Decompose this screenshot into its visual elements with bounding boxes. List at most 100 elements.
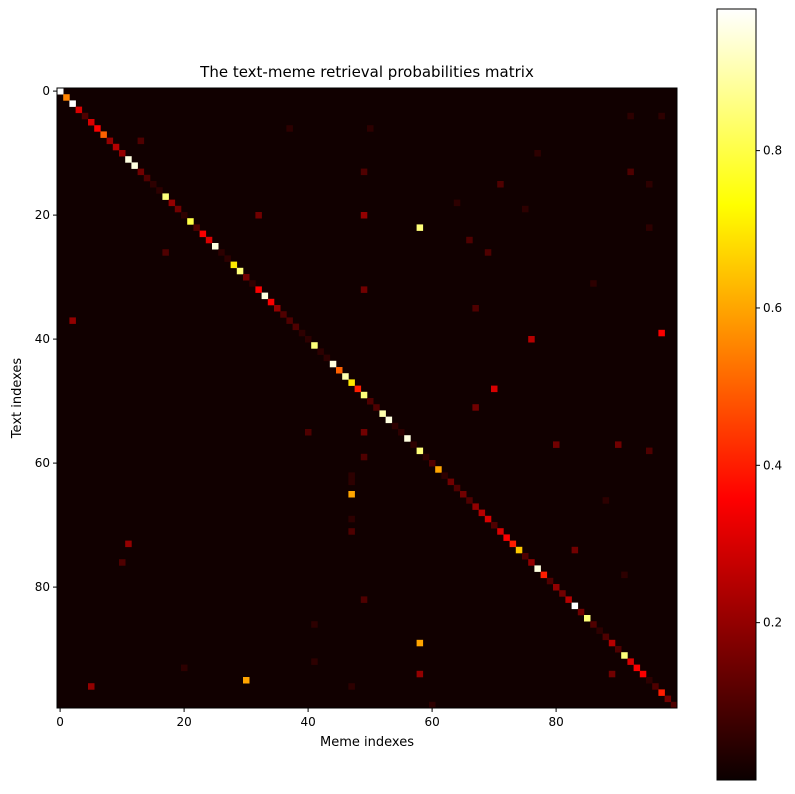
heatmap-cell [472,503,479,510]
heatmap-cell [311,658,318,665]
x-tick-label: 0 [56,715,64,729]
heatmap-cell [360,168,368,176]
heatmap-cell [466,497,473,504]
x-tick-label: 20 [176,715,191,729]
heatmap-cell [329,360,337,368]
heatmap-cell [416,670,424,678]
heatmap-cell [615,646,622,653]
heatmap-cell [478,509,486,517]
y-tick-label: 60 [35,456,50,470]
heatmap-cell [193,224,200,231]
colorbar-tick-label: 0.6 [763,301,782,315]
heatmap-cell [69,317,76,324]
heatmap-cell [75,106,83,114]
heatmap-cell [416,639,424,647]
heatmap-cell [298,329,306,337]
heatmap-cell [367,398,374,405]
heatmap-cell [522,553,529,560]
heatmap-cell [627,112,634,120]
y-tick-label: 20 [35,208,50,222]
y-tick-label: 0 [42,84,50,98]
heatmap-cell [596,627,603,634]
x-tick-label: 40 [300,715,315,729]
heatmap-cell [230,261,238,269]
heatmap-cell [360,429,368,436]
heatmap-cell [119,559,126,566]
heatmap-cell [646,677,653,684]
heatmap-cell [484,249,492,256]
heatmap-cell [627,168,634,176]
heatmap-cell [615,441,622,448]
heatmap-cell [571,546,579,554]
heatmap-cell [491,522,498,529]
heatmap-cell [472,404,479,411]
x-tick-label: 80 [548,715,563,729]
heatmap-cell [670,701,678,709]
heatmap-cell [137,137,145,145]
x-axis-ticks: 0 20 40 60 80 [56,708,564,729]
heatmap-cell [81,112,89,120]
heatmap-cell [621,571,628,579]
heatmap-cell [100,131,107,138]
heatmap-cell [348,472,355,479]
heatmap-cell [398,429,405,436]
heatmap-cell [181,664,188,672]
heatmap-cell [249,280,256,287]
heatmap-cell [131,162,138,169]
heatmap-cell [447,478,455,486]
heatmap-cell [639,670,647,678]
heatmap-cell [181,212,188,219]
heatmap-cell [404,435,411,442]
heatmap-cell [627,658,634,665]
heatmap-cell [88,683,95,690]
heatmap-cell [292,323,300,331]
heatmap-cell [472,305,479,312]
heatmap-cell [367,125,374,132]
heatmap-cell [348,515,355,523]
heatmap-cell [212,243,219,250]
heatmap-cell [323,354,331,362]
y-axis-label: Text indexes [10,358,25,440]
heatmap-cell [174,205,182,213]
heatmap-cell [348,683,355,690]
heatmap-cell [379,410,386,417]
chart-title: The text-meme retrieval probabilities ma… [199,63,534,81]
heatmap-cell [429,701,436,709]
heatmap-cell [608,670,616,678]
heatmap-cell [503,534,510,541]
heatmap-cell [453,484,461,492]
heatmap-cell [243,274,250,281]
heatmap-cell [528,559,535,566]
heatmap-cell [416,224,424,231]
heatmap-cell [119,150,126,157]
colorbar-ticks: 0.2 0.4 0.6 0.8 [756,144,782,630]
heatmap-cell [497,181,504,188]
heatmap-cell [150,181,157,188]
heatmap-frame [56,87,678,709]
heatmap-cell [664,695,672,703]
heatmap-cell [553,441,560,448]
x-axis-label: Meme indexes [320,735,414,750]
heatmap-cell [565,596,572,603]
heatmap-cell [255,286,262,293]
heatmap-cell [261,292,269,300]
heatmap-cell [348,528,355,535]
heatmap-cell [162,249,169,256]
heatmap-cell [125,540,132,548]
heatmap-cell [348,478,355,486]
heatmap-cell [286,125,293,132]
heatmap-cell [106,137,114,145]
heatmap-cell [515,546,523,554]
heatmap-cell [571,602,579,610]
heatmap-cell [274,305,281,312]
heatmap-cell [280,311,287,318]
heatmap-cells [57,88,678,709]
heatmap-cell [577,608,585,616]
heatmap-cell [224,255,231,262]
colorbar [716,8,757,781]
heatmap-cell [546,577,554,585]
heatmap-cell [360,453,368,461]
heatmap-cell [410,441,417,448]
heatmap-cell [509,540,517,548]
